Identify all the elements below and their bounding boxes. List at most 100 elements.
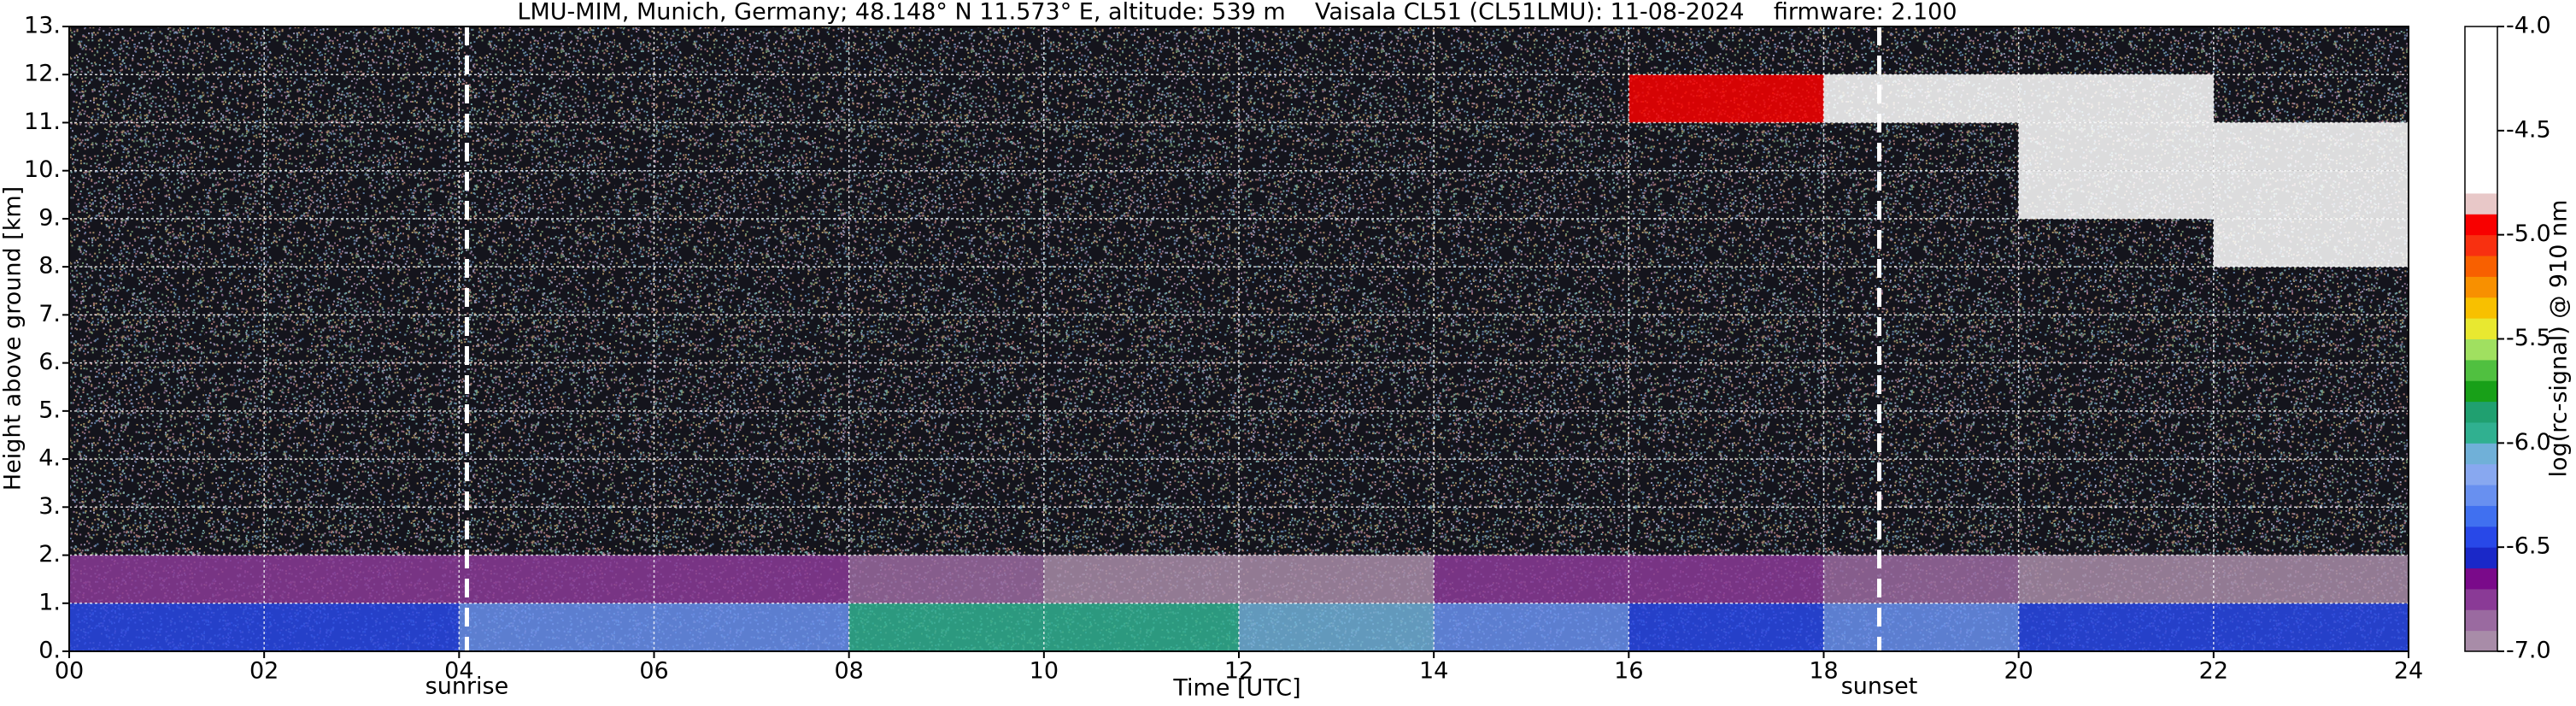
colorbar-segment: [2465, 609, 2497, 632]
y-tick-label: 12.: [24, 61, 61, 87]
colorbar-segment: [2465, 172, 2497, 194]
colorbar-segment: [2465, 568, 2497, 590]
x-tick-label: 22: [2199, 658, 2228, 685]
colorbar-tick-label: -4.0: [2506, 13, 2551, 39]
x-tick-label: 14: [1419, 658, 1448, 685]
y-tick-label: 13.: [24, 13, 61, 39]
colorbar-segment: [2465, 485, 2497, 506]
heat-cell: [1628, 74, 1824, 123]
x-tick-label: 18: [1809, 658, 1838, 685]
heat-cell: [1823, 603, 2019, 651]
heat-cell: [1239, 603, 1435, 651]
colorbar-segment: [2465, 588, 2497, 610]
y-tick-label: 11.: [24, 109, 61, 135]
colorbar-tick-label: -5.0: [2506, 221, 2551, 247]
heat-cell: [2213, 170, 2409, 219]
heat-cell: [2018, 74, 2214, 123]
colorbar-segment: [2465, 256, 2497, 277]
x-axis-label: Time [UTC]: [1172, 675, 1300, 702]
heat-cell: [848, 603, 1044, 651]
heat-cell: [2213, 603, 2409, 651]
colorbar-segment: [2465, 151, 2497, 174]
colorbar-segment: [2465, 547, 2497, 569]
x-tick-label: 06: [639, 658, 668, 685]
x-tick-label: 08: [834, 658, 863, 685]
x-tick-label: 00: [55, 658, 84, 685]
colorbar-segment: [2465, 130, 2497, 152]
colorbar-tick-label: -7.0: [2506, 638, 2551, 664]
annotation-label: sunset: [1841, 674, 1918, 700]
colorbar-segment: [2465, 109, 2497, 132]
y-tick-label: 7.: [38, 301, 61, 327]
heat-cell: [1239, 555, 1435, 603]
heat-cell: [1628, 555, 1824, 603]
colorbar-tick-label: -4.5: [2506, 116, 2551, 143]
colorbar-tick-label: -5.5: [2506, 325, 2551, 351]
heat-cell: [1043, 555, 1239, 603]
x-tick-label: 12: [1224, 658, 1253, 685]
heat-cell: [69, 603, 265, 651]
heat-cell: [264, 603, 460, 651]
colorbar-segment: [2465, 359, 2497, 381]
heat-cell: [1434, 555, 1629, 603]
colorbar-segment: [2465, 463, 2497, 485]
y-tick-label: 4.: [38, 445, 61, 472]
x-tick-label: 10: [1030, 658, 1059, 685]
colorbar-segment: [2465, 192, 2497, 215]
x-tick-label: 20: [2004, 658, 2033, 685]
colorbar-segment: [2465, 338, 2497, 361]
y-tick-label: 3.: [38, 493, 61, 520]
heat-cell: [654, 555, 849, 603]
heat-cell: [2213, 218, 2409, 268]
heat-cell: [654, 603, 849, 651]
colorbar-segment: [2465, 47, 2497, 69]
colorbar-segment: [2465, 443, 2497, 465]
annotation-label: sunrise: [425, 674, 509, 700]
colorbar-segment: [2465, 26, 2497, 48]
heat-cell: [2018, 555, 2214, 603]
colorbar-segment: [2465, 89, 2497, 110]
heat-cell: [1628, 603, 1824, 651]
heat-cell: [1823, 555, 2019, 603]
heat-cell: [1823, 74, 2019, 123]
colorbar-tick-label: -6.0: [2506, 429, 2551, 456]
colorbar-segment: [2465, 380, 2497, 403]
heat-cell: [1043, 603, 1239, 651]
heat-cell: [459, 603, 654, 651]
y-tick-label: 0.: [38, 638, 61, 664]
x-tick-label: 04: [444, 658, 473, 685]
colorbar-segment: [2465, 421, 2497, 444]
colorbar-segment: [2465, 214, 2497, 236]
colorbar-segment: [2465, 318, 2497, 339]
colorbar-segment: [2465, 297, 2497, 319]
colorbar-segment: [2465, 630, 2497, 652]
y-tick-label: 9.: [38, 204, 61, 231]
colorbar-tick-label: -6.5: [2506, 533, 2551, 560]
y-tick-label: 5.: [38, 397, 61, 423]
y-tick-label: 8.: [38, 253, 61, 279]
heat-cell: [2018, 170, 2214, 219]
heat-cell: [69, 555, 265, 603]
colorbar-label: log(rc-signal) @ 910 nm: [2546, 200, 2573, 478]
y-tick-label: 10.: [24, 156, 61, 183]
heat-cell: [264, 555, 460, 603]
colorbar-segment: [2465, 505, 2497, 527]
chart-title: LMU-MIM, Munich, Germany; 48.148° N 11.5…: [517, 0, 1957, 26]
plot-frame: [68, 26, 2409, 652]
heat-cell: [848, 555, 1044, 603]
heat-cell: [2213, 122, 2409, 171]
x-tick-label: 16: [1614, 658, 1643, 685]
x-tick-label: 02: [249, 658, 279, 685]
colorbar-segment: [2465, 526, 2497, 548]
heat-cell: [459, 555, 654, 603]
heat-cell: [1434, 603, 1629, 651]
heat-cell: [2018, 603, 2214, 651]
colorbar-segment: [2465, 276, 2497, 298]
x-tick-label: 24: [2394, 658, 2423, 685]
y-tick-label: 1.: [38, 589, 61, 615]
colorbar-segment: [2465, 401, 2497, 423]
colorbar-segment: [2465, 68, 2497, 90]
heat-cell: [2213, 555, 2409, 603]
y-tick-label: 2.: [38, 541, 61, 568]
